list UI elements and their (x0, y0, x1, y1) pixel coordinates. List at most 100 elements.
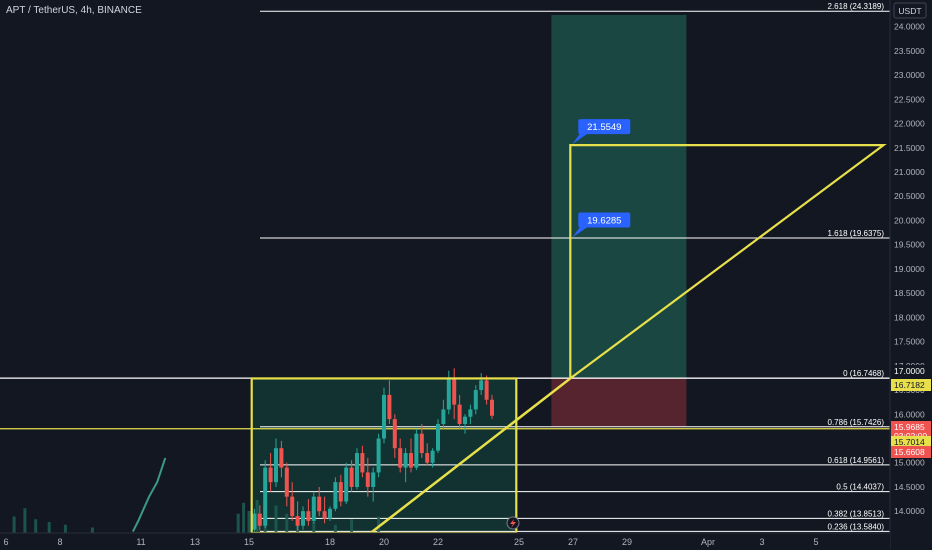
y-tick-label: 19.5000 (894, 240, 925, 250)
candle-body (376, 438, 381, 473)
candle-body (333, 482, 338, 509)
fib-label: 2.618 (24.3189) (828, 2, 885, 11)
y-tick-label: 14.5000 (894, 482, 925, 492)
candle-body (263, 467, 268, 526)
candle-body (452, 377, 457, 405)
fib-label: 0.786 (15.7426) (828, 418, 885, 427)
candle-body (252, 513, 257, 530)
x-tick-label: 15 (244, 537, 254, 547)
candle-body (441, 409, 446, 424)
candle-body (301, 511, 305, 526)
candle-body (403, 453, 408, 468)
candle-body (468, 409, 473, 417)
candle-body (344, 467, 349, 502)
y-tick-label: 20.5000 (894, 191, 925, 201)
y-tick-label: 21.5000 (894, 143, 925, 153)
candle-body (355, 453, 359, 487)
target-label: 19.6285 (587, 215, 621, 226)
candle-body (328, 508, 332, 519)
y-tick-label: 15.0000 (894, 458, 925, 468)
volume-bar (377, 516, 381, 533)
price-tag-text: 17.0000 (894, 366, 925, 376)
candle-body (290, 496, 295, 517)
candle-body (490, 399, 494, 416)
x-tick-label: 8 (57, 537, 62, 547)
y-tick-label: 20.0000 (894, 215, 925, 225)
candle-body (257, 513, 262, 526)
price-tag-text: 15.9685 (894, 422, 925, 432)
x-tick-label: 18 (325, 537, 335, 547)
x-tick-label: 3 (759, 537, 764, 547)
y-tick-label: 22.0000 (894, 119, 925, 129)
candle-body (457, 404, 462, 424)
candle-body (463, 416, 467, 424)
target-zone (551, 15, 687, 379)
fib-label: 0.236 (13.5840) (828, 522, 885, 531)
volume-bar (12, 516, 16, 533)
y-tick-label: 19.0000 (894, 264, 925, 274)
y-tick-label: 17.5000 (894, 337, 925, 347)
price-tag (891, 365, 931, 377)
candle-body (311, 496, 316, 521)
candle-body (279, 448, 284, 468)
volume-bar (236, 513, 240, 533)
candle-body (484, 380, 489, 400)
candle-body (446, 377, 451, 410)
price-tag (891, 436, 931, 448)
fib-label: 0.382 (13.8513) (828, 509, 885, 518)
candle-body (322, 511, 327, 519)
candle-body (409, 453, 413, 468)
volume-bar (333, 524, 337, 533)
volume-bar (274, 505, 278, 533)
candle-body (274, 448, 278, 483)
candle-body (349, 467, 354, 487)
volume-bar (285, 513, 289, 533)
candle-body (436, 423, 440, 451)
candle-body (387, 394, 392, 420)
currency-label: USDT (898, 6, 921, 16)
volume-bar (255, 500, 259, 533)
fib-label: 0.5 (14.4037) (836, 483, 884, 492)
volume-bar (242, 502, 246, 533)
candle-body (398, 448, 403, 468)
volume-bar (23, 508, 27, 533)
target-label-pointer (572, 226, 589, 238)
candle-body (317, 496, 322, 512)
x-tick-label: 11 (136, 537, 145, 547)
fib-label: 0 (16.7468) (843, 369, 884, 378)
x-tick-label: Apr (701, 537, 715, 547)
candle-body (284, 467, 289, 497)
fib-label: 1.618 (19.6375) (828, 229, 885, 238)
volume-bar (350, 519, 354, 533)
candle-body (338, 482, 343, 502)
time-axis-panel (0, 533, 890, 550)
volume-bar (47, 522, 51, 533)
price-tag-text: 16.7182 (894, 380, 925, 390)
price-tag (891, 379, 931, 391)
candle-body (479, 380, 484, 391)
volume-bar (90, 527, 94, 533)
target-label-pointer (572, 133, 589, 145)
candle-body (365, 472, 370, 487)
y-tick-label: 21.0000 (894, 167, 925, 177)
candle-body (382, 394, 386, 439)
price-axis-panel (890, 0, 932, 550)
x-tick-label: 27 (568, 537, 578, 547)
candle-body (473, 390, 478, 410)
volume-bar (312, 522, 316, 533)
candle-body (295, 516, 300, 526)
candle-body (419, 433, 424, 454)
candle-body (306, 511, 311, 521)
rising-trendline (369, 377, 572, 534)
x-tick-label: 25 (514, 537, 524, 547)
target-label: 21.5549 (587, 122, 621, 133)
price-tag-text: 15.7014 (894, 437, 925, 447)
y-tick-label: 14.0000 (894, 506, 925, 516)
candle-body (430, 450, 435, 463)
candle-body (425, 453, 430, 463)
y-tick-label: 18.5000 (894, 288, 925, 298)
target-label-box (578, 119, 631, 135)
currency-box (893, 2, 927, 19)
